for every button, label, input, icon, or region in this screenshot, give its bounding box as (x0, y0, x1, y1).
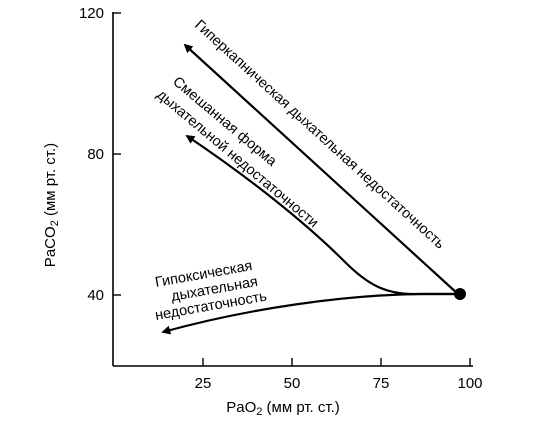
y-axis-title-units: (мм рт. ст.) (42, 143, 59, 220)
y-axis-title-main: PaCO (42, 226, 59, 267)
hypoxic-curve (161, 292, 458, 335)
hypercapnic-curve (183, 43, 459, 295)
x-axis-title-units: (мм рт. ст.) (262, 399, 339, 416)
x-axis-title: PaO2 (мм рт. ст.) (226, 399, 340, 418)
mixed-curve (185, 134, 458, 296)
y-axis-title-subscript: 2 (49, 220, 61, 226)
y-tick-label-40: 40 (87, 287, 104, 304)
x-tick-label-100: 100 (457, 375, 482, 392)
x-tick-label-50: 50 (284, 375, 301, 392)
x-tick-label-25: 25 (195, 375, 212, 392)
x-axis-title-main: PaO (226, 399, 256, 416)
y-tick-label-80: 80 (87, 146, 104, 163)
x-tick-label-75: 75 (373, 375, 390, 392)
y-axis-title: PaCO2 (мм рт. ст.) (42, 143, 61, 267)
x-axis-title-subscript: 2 (256, 406, 262, 418)
start-point-marker (454, 288, 466, 300)
y-tick-label-120: 120 (79, 5, 104, 22)
